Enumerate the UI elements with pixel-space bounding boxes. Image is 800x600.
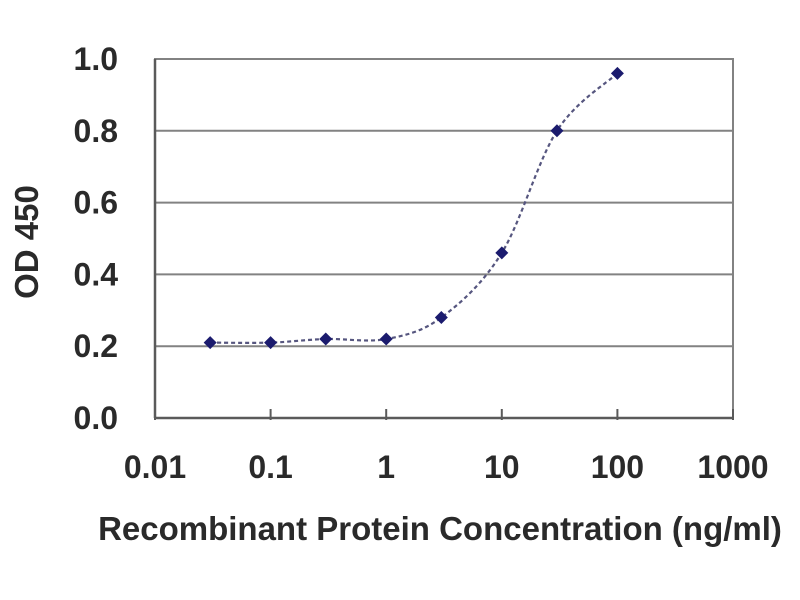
gridlines-layer: [154, 58, 734, 419]
y-tick-label-1.0: 1.0: [74, 41, 118, 77]
data-point-marker-0.1: [264, 336, 278, 350]
x-tick-label-0.1: 0.1: [248, 449, 292, 485]
data-point-marker-1: [379, 332, 393, 346]
data-point-marker-10: [495, 246, 509, 260]
y-tick-label-0.4: 0.4: [74, 256, 119, 292]
x-tick-label-10: 10: [484, 449, 520, 485]
series-curve: [210, 72, 619, 344]
data-point-marker-100: [610, 66, 624, 80]
x-tick-label-1: 1: [377, 449, 395, 485]
y-axis-title: OD 450: [8, 185, 45, 299]
x-tick-label-0.01: 0.01: [124, 449, 186, 485]
data-series-layer: [203, 66, 624, 350]
data-point-marker-0.03: [203, 336, 217, 350]
tick-labels-layer: 0.0 0.2 0.4 0.6 0.8 1.0 0.01 0.1 1 10 100 1000: [74, 41, 769, 485]
y-tick-label-0.8: 0.8: [74, 113, 118, 149]
y-tick-label-0.0: 0.0: [74, 400, 118, 436]
y-tick-label-0.2: 0.2: [74, 328, 118, 364]
plot-border: [154, 58, 734, 419]
data-point-marker-30: [550, 124, 564, 138]
x-axis-title: Recombinant Protein Concentration (ng/ml…: [98, 510, 782, 547]
y-tick-label-0.6: 0.6: [74, 185, 118, 221]
x-tick-label-1000: 1000: [697, 449, 768, 485]
x-tick-label-100: 100: [591, 449, 644, 485]
axes-layer: [153, 59, 734, 420]
data-point-marker-0.3: [319, 332, 333, 346]
data-point-marker-3: [434, 310, 448, 324]
